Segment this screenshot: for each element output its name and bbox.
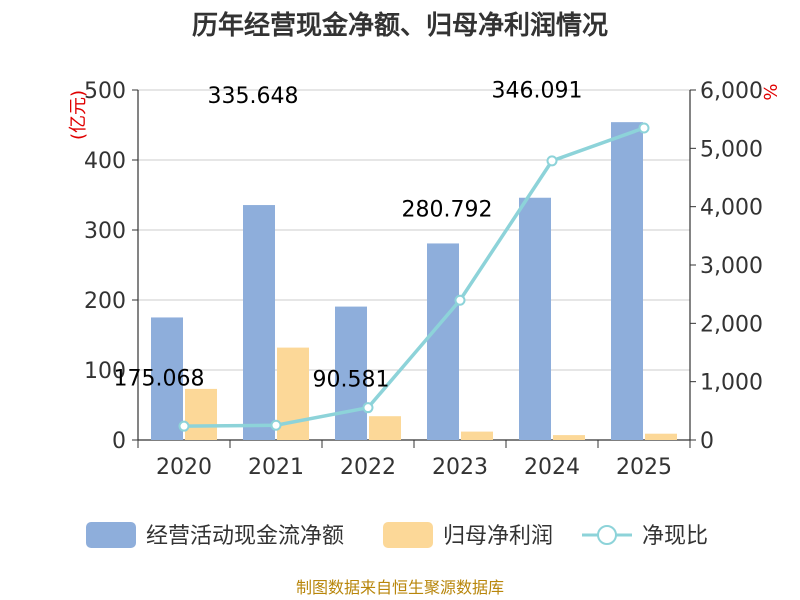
bar-net-profit <box>553 435 585 440</box>
legend: 经营活动现金流净额 归母净利润 净现比 <box>86 522 708 549</box>
right-tick-label: 5,000 <box>700 137 763 162</box>
bar-net-profit <box>185 388 217 440</box>
legend-swatch-ratio-marker <box>597 525 617 545</box>
line-series <box>178 122 650 432</box>
left-axis-unit: (亿元) <box>68 90 89 140</box>
left-tick-label: 200 <box>84 289 126 314</box>
line-point <box>638 122 650 134</box>
data-label: 346.091 <box>492 79 583 104</box>
x-tick-label: 2021 <box>248 455 304 480</box>
data-labels: 175.068335.64890.581280.792346.091454.06… <box>114 79 583 393</box>
right-tick-label: 6,000 <box>700 79 763 104</box>
line-point <box>454 294 466 306</box>
bar-operating-cashflow <box>243 205 275 440</box>
legend-label-operating-cashflow: 经营活动现金流净额 <box>146 524 344 549</box>
x-tick-label: 2022 <box>340 455 396 480</box>
grid <box>138 89 690 371</box>
right-tick-label: 2,000 <box>700 312 763 337</box>
bar-operating-cashflow <box>151 317 183 440</box>
bar-operating-cashflow <box>427 243 459 440</box>
bar-net-profit <box>461 431 493 440</box>
line-point <box>270 419 282 431</box>
data-label: 335.648 <box>208 84 299 109</box>
source-note: 制图数据来自恒生聚源数据库 <box>296 578 504 597</box>
right-axis-unit: % <box>759 83 780 100</box>
left-tick-label: 400 <box>84 149 126 174</box>
data-label: 90.581 <box>313 368 390 393</box>
data-label: 175.068 <box>114 366 205 391</box>
bar-net-profit <box>645 433 677 440</box>
right-tick-label: 1,000 <box>700 371 763 396</box>
bar-net-profit <box>277 347 309 440</box>
bar-operating-cashflow <box>519 197 551 440</box>
legend-swatch-operating-cashflow <box>86 522 136 548</box>
legend-label-net-profit: 归母净利润 <box>443 524 553 549</box>
right-tick-label: 3,000 <box>700 254 763 279</box>
x-tick-label: 2020 <box>156 455 212 480</box>
left-tick-label: 0 <box>112 429 126 454</box>
left-tick-label: 100 <box>84 359 126 384</box>
right-tick-label: 0 <box>700 429 714 454</box>
bars <box>151 122 677 440</box>
data-label: 280.792 <box>402 197 493 222</box>
x-tick-label: 2025 <box>616 455 672 480</box>
x-tick-label: 2024 <box>524 455 580 480</box>
bar-operating-cashflow <box>611 122 643 440</box>
right-tick-label: 4,000 <box>700 196 763 221</box>
left-tick-label: 500 <box>84 79 126 104</box>
line-point <box>178 420 190 432</box>
legend-label-ratio: 净现比 <box>642 524 708 549</box>
bar-operating-cashflow <box>335 306 367 440</box>
legend-swatch-net-profit <box>383 522 433 548</box>
x-tick-label: 2023 <box>432 455 488 480</box>
line-point <box>546 155 558 167</box>
axes: 0 100 200 300 400 500 0 1,000 2,000 3,000 4,000 5,0… <box>84 79 763 480</box>
left-tick-label: 300 <box>84 219 126 244</box>
line-point <box>362 402 374 414</box>
line-net-cash-ratio <box>183 126 645 428</box>
bar-net-profit <box>369 416 401 440</box>
chart-title: 历年经营现金净额、归母净利润情况 <box>192 10 608 41</box>
